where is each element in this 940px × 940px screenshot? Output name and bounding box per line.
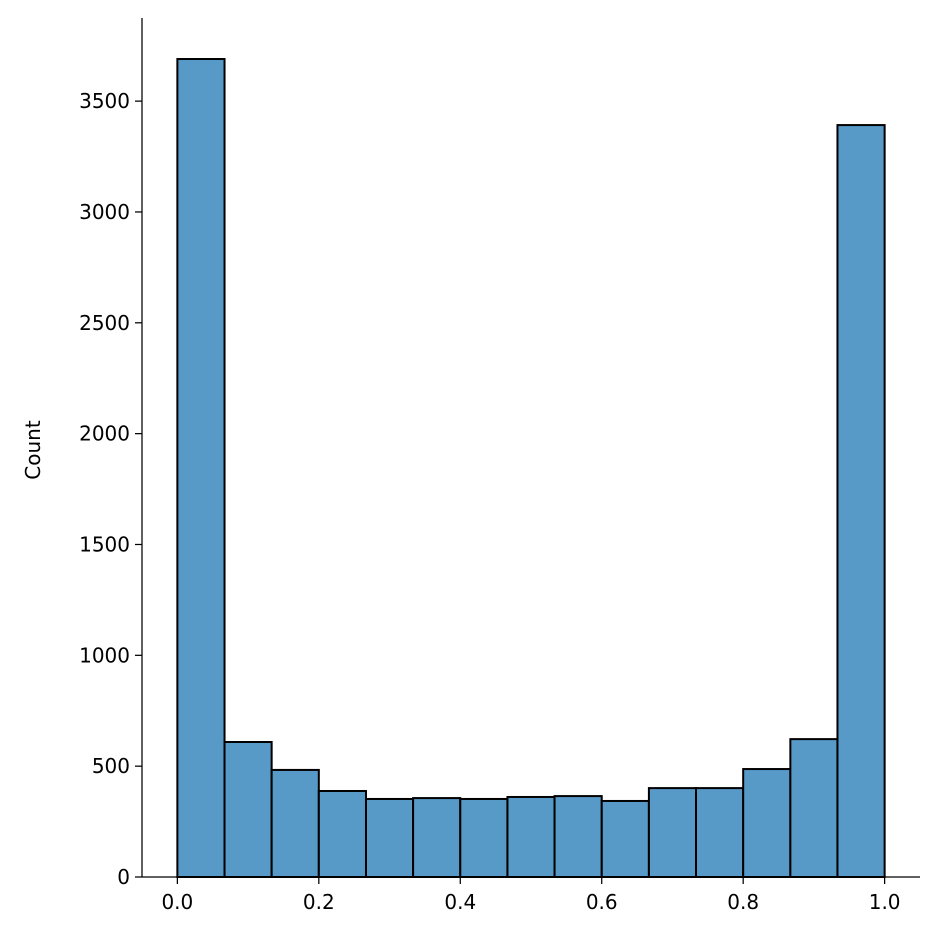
histogram-bar — [506, 795, 556, 878]
histogram-bar — [695, 787, 745, 879]
x-ticks: 0.0 0.2 0.4 0.6 0.8 1.0 — [161, 877, 901, 914]
histogram-bar — [836, 124, 886, 878]
x-tick-label: 0.2 — [303, 890, 335, 914]
y-tick-label: 2500 — [79, 311, 130, 335]
histogram-bar — [317, 789, 367, 878]
bars — [176, 58, 886, 879]
y-tick-label: 2000 — [79, 422, 130, 446]
y-ticks: 0 500 1000 1500 2000 2500 3000 3500 — [79, 89, 142, 889]
histogram-bar — [600, 799, 650, 879]
y-tick-label: 0 — [117, 865, 130, 889]
y-tick-label: 1500 — [79, 532, 130, 556]
histogram-bar — [364, 797, 415, 878]
histogram-bar — [459, 797, 509, 878]
y-tick-label: 500 — [92, 754, 130, 778]
x-tick-label: 0.4 — [444, 890, 476, 914]
x-tick-label: 1.0 — [869, 890, 901, 914]
y-tick-label: 3500 — [79, 89, 130, 113]
histogram-bar — [553, 795, 603, 879]
x-tick-label: 0.0 — [161, 890, 193, 914]
histogram-bar — [647, 787, 698, 879]
x-tick-label: 0.6 — [586, 890, 618, 914]
histogram-bar — [742, 768, 792, 878]
y-tick-label: 3000 — [79, 200, 130, 224]
histogram-bar — [270, 768, 320, 878]
histogram-bar — [176, 58, 226, 879]
histogram-bar — [223, 740, 273, 879]
histogram-bar — [789, 738, 839, 878]
y-tick-label: 1000 — [79, 643, 130, 667]
y-axis-label: Count — [21, 420, 45, 480]
x-tick-label: 0.8 — [727, 890, 759, 914]
histogram-bar — [412, 797, 462, 878]
